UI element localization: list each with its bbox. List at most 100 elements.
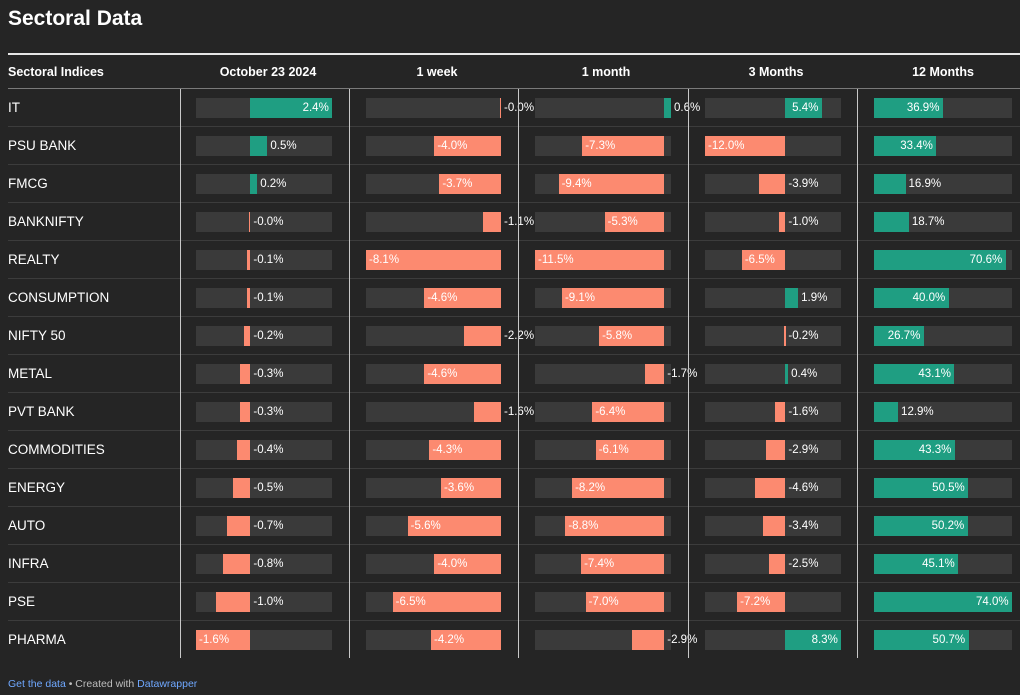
bar-track: 2.4% — [196, 98, 332, 118]
value-bar — [392, 592, 501, 612]
value-bar — [765, 440, 786, 460]
cell-12-months: 50.7% — [874, 621, 1012, 658]
bar-track: -5.8% — [535, 326, 671, 346]
cell-12-months: 18.7% — [874, 203, 1012, 240]
value-label: -1.0% — [788, 216, 819, 228]
sector-name: PSE — [8, 594, 36, 609]
table-row: INFRA -0.8% -4.0% -7.4% -2.5% 45.1% — [8, 545, 1020, 583]
value-bar — [424, 364, 501, 384]
bar-track: 70.6% — [874, 250, 1012, 270]
bar-track: -4.6% — [705, 478, 841, 498]
cell-3-months: -3.9% — [705, 165, 841, 202]
bar-track: 18.7% — [874, 212, 1012, 232]
page-title: Sectoral Data — [8, 7, 143, 30]
datawrapper-link[interactable]: Datawrapper — [137, 678, 198, 690]
value-bar — [236, 440, 251, 460]
cell-1-week: -4.2% — [366, 621, 501, 658]
bar-track: -6.4% — [535, 402, 671, 422]
value-bar — [774, 402, 786, 422]
table-header: Sectoral Indices October 23 2024 1 week … — [8, 53, 1020, 89]
bar-track: -1.0% — [705, 212, 841, 232]
cell-1-week: -1.1% — [366, 203, 534, 240]
cell-12-months: 43.3% — [874, 431, 1012, 468]
value-bar — [874, 554, 959, 574]
value-label: 45.1% — [922, 558, 955, 570]
bar-track: -4.6% — [366, 288, 501, 308]
sector-name: PVT BANK — [8, 404, 75, 419]
bar-track: 26.7% — [874, 326, 1012, 346]
value-label: -0.3% — [253, 368, 284, 380]
cell-3-months: 1.9% — [705, 279, 841, 316]
value-bar — [737, 592, 786, 612]
value-label: -5.6% — [410, 520, 441, 532]
sector-name: PHARMA — [8, 632, 66, 647]
value-label: 1.9% — [801, 292, 828, 304]
value-label: 0.4% — [791, 368, 818, 380]
value-bar — [431, 630, 501, 650]
value-bar — [874, 402, 899, 422]
table-row: AUTO -0.7% -5.6% -8.8% -3.4% 50.2% — [8, 507, 1020, 545]
value-bar — [535, 250, 665, 270]
value-bar — [441, 478, 501, 498]
value-bar — [785, 630, 841, 650]
cell-1-week: -1.6% — [366, 393, 534, 430]
cell-oct-23: 0.2% — [196, 165, 332, 202]
bar-track: 50.7% — [874, 630, 1012, 650]
value-label: -9.4% — [561, 178, 592, 190]
value-bar — [645, 364, 665, 384]
cell-1-month: -9.1% — [535, 279, 671, 316]
cell-1-week: -3.7% — [366, 165, 501, 202]
bar-track: -1.6% — [366, 402, 534, 422]
column-header-1-week: 1 week — [416, 65, 458, 79]
bar-track: -4.6% — [366, 364, 501, 384]
value-bar — [874, 288, 949, 308]
value-label: 43.1% — [918, 368, 951, 380]
value-label: 40.0% — [912, 292, 946, 304]
value-bar — [233, 478, 251, 498]
cell-1-week: -4.6% — [366, 279, 501, 316]
value-bar — [366, 250, 501, 270]
cell-1-month: -8.2% — [535, 469, 671, 506]
cell-1-month: 0.6% — [535, 89, 700, 126]
value-bar — [785, 364, 789, 384]
value-bar — [226, 516, 251, 536]
sector-name: FMCG — [8, 176, 48, 191]
bar-track: -3.4% — [705, 516, 841, 536]
get-the-data-link[interactable]: Get the data — [8, 678, 66, 690]
bar-track: -4.0% — [366, 554, 501, 574]
column-header-3-months: 3 Months — [748, 65, 804, 79]
bar-track: 0.4% — [705, 364, 841, 384]
footer: Get the data • Created with Datawrapper — [8, 678, 197, 690]
bar-track: -6.1% — [535, 440, 671, 460]
value-bar — [874, 174, 906, 194]
value-label: -7.3% — [585, 140, 616, 152]
column-divider — [688, 89, 689, 658]
cell-oct-23: -0.8% — [196, 545, 332, 582]
value-label: -2.2% — [504, 330, 535, 342]
cell-1-month: -5.3% — [535, 203, 671, 240]
value-label: 8.3% — [811, 634, 838, 646]
value-label: -2.9% — [788, 444, 819, 456]
value-bar — [434, 554, 501, 574]
value-label: -4.6% — [788, 482, 819, 494]
cell-3-months: 5.4% — [705, 89, 841, 126]
cell-12-months: 74.0% — [874, 583, 1012, 620]
value-bar — [249, 212, 251, 232]
bar-track: -5.6% — [366, 516, 501, 536]
value-label: -4.0% — [437, 140, 468, 152]
value-label: -2.9% — [667, 634, 698, 646]
value-bar — [874, 326, 924, 346]
value-label: -8.8% — [568, 520, 599, 532]
value-bar — [250, 136, 268, 156]
bar-track: -0.7% — [196, 516, 332, 536]
value-label: 0.6% — [674, 98, 700, 118]
table-body: IT 2.4% -0.0% 0.6% 5.4% 36.9% PSU BANK 0.5% -4.0… — [8, 89, 1020, 659]
column-divider — [518, 89, 519, 658]
bar-track: -6.5% — [705, 250, 841, 270]
table-row: METAL -0.3% -4.6% -1.7% 0.4% 43.1% — [8, 355, 1020, 393]
value-label: 70.6% — [969, 254, 1003, 266]
value-label: -6.1% — [598, 444, 629, 456]
bar-track: 43.3% — [874, 440, 1012, 460]
value-label: -0.5% — [253, 482, 284, 494]
table-row: COMMODITIES -0.4% -4.3% -6.1% -2.9% 43.3% — [8, 431, 1020, 469]
